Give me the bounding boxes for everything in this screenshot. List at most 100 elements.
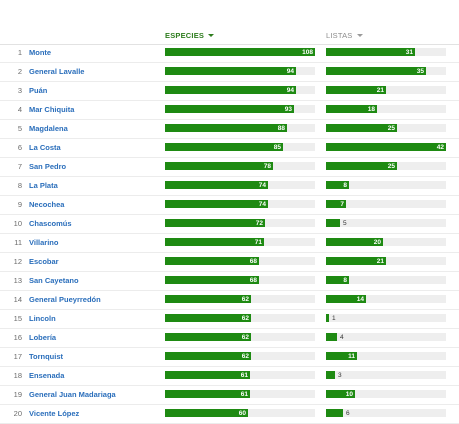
listas-column-header[interactable]: LISTAS	[326, 31, 363, 40]
region-name-link[interactable]: Lobería	[29, 333, 57, 342]
especies-bar: 68	[165, 276, 259, 284]
listas-bar-track: 35	[326, 67, 446, 75]
especies-bar-track: 68	[165, 257, 315, 265]
listas-bar: 18	[326, 105, 377, 113]
listas-value: 14	[356, 295, 364, 303]
listas-bar	[326, 371, 335, 379]
listas-value: 31	[405, 48, 413, 56]
especies-bar: 62	[165, 352, 251, 360]
listas-bar-track: 1	[326, 314, 446, 322]
especies-bar: 61	[165, 371, 250, 379]
table-row: 16 Lobería 62 4	[0, 329, 459, 348]
listas-bar-track: 20	[326, 238, 446, 246]
region-name-link[interactable]: Escobar	[29, 257, 59, 266]
region-name-link[interactable]: Monte	[29, 48, 52, 57]
especies-bar-track: 88	[165, 124, 315, 132]
rank-number: 8	[17, 181, 22, 190]
especies-value: 62	[241, 295, 249, 303]
listas-bar: 8	[326, 276, 349, 284]
region-name-link[interactable]: Lincoln	[29, 314, 56, 323]
listas-bar-track: 5	[326, 219, 446, 227]
especies-bar-track: 62	[165, 295, 315, 303]
especies-bar-track: 68	[165, 276, 315, 284]
especies-bar-track: 74	[165, 200, 315, 208]
table-row: 18 Ensenada 61 3	[0, 367, 459, 386]
region-name-link[interactable]: General Pueyrredón	[29, 295, 101, 304]
listas-bar: 25	[326, 124, 397, 132]
especies-value: 108	[302, 48, 313, 56]
listas-bar: 11	[326, 352, 357, 360]
rank-number: 20	[13, 409, 22, 418]
listas-value: 21	[376, 257, 384, 265]
region-name-link[interactable]: San Pedro	[29, 162, 67, 171]
region-name-link[interactable]: Puán	[29, 86, 48, 95]
region-name-link[interactable]: Magdalena	[29, 124, 68, 133]
listas-bar	[326, 314, 329, 322]
region-name-link[interactable]: Tornquist	[29, 352, 64, 361]
especies-value: 62	[241, 314, 249, 322]
listas-value: 10	[345, 390, 353, 398]
listas-bar: 14	[326, 295, 366, 303]
listas-bar-track: 4	[326, 333, 446, 341]
listas-value: 1	[332, 314, 336, 322]
especies-column-header[interactable]: ESPECIES	[165, 31, 215, 40]
especies-bar-track: 60	[165, 409, 315, 417]
region-name-link[interactable]: San Cayetano	[29, 276, 79, 285]
listas-value: 42	[436, 143, 444, 151]
region-name-link[interactable]: General Lavalle	[29, 67, 85, 76]
especies-value: 85	[273, 143, 281, 151]
listas-bar: 20	[326, 238, 383, 246]
especies-bar: 85	[165, 143, 283, 151]
listas-value: 25	[387, 162, 395, 170]
table-row: 17 Tornquist 62 11	[0, 348, 459, 367]
table-row: 10 Chascomús 72 5	[0, 215, 459, 234]
top-band	[0, 0, 459, 26]
especies-bar-track: 61	[165, 371, 315, 379]
rank-number: 16	[13, 333, 22, 342]
especies-bar-track: 71	[165, 238, 315, 246]
especies-value: 61	[240, 390, 248, 398]
especies-bar: 62	[165, 295, 251, 303]
especies-value: 61	[240, 371, 248, 379]
sort-down-icon	[208, 34, 215, 37]
table-header: ESPECIES LISTAS	[0, 28, 459, 45]
listas-bar-track: 21	[326, 86, 446, 94]
listas-bar: 35	[326, 67, 426, 75]
table-row: 7 San Pedro 78 25	[0, 158, 459, 177]
table-row: 19 General Juan Madariaga 61 10	[0, 386, 459, 405]
listas-value: 11	[348, 352, 355, 360]
region-name-link[interactable]: La Costa	[29, 143, 61, 152]
region-name-link[interactable]: Mar Chiquita	[29, 105, 75, 114]
rank-number: 3	[17, 86, 22, 95]
listas-bar-track: 21	[326, 257, 446, 265]
listas-bar-track: 25	[326, 124, 446, 132]
especies-value: 74	[258, 200, 266, 208]
table-row: 6 La Costa 85 42	[0, 139, 459, 158]
listas-value: 8	[343, 276, 347, 284]
especies-bar: 60	[165, 409, 248, 417]
region-name-link[interactable]: Chascomús	[29, 219, 72, 228]
listas-bar-track: 10	[326, 390, 446, 398]
table-row: 2 General Lavalle 94 35	[0, 63, 459, 82]
especies-value: 62	[241, 352, 249, 360]
listas-bar-track: 14	[326, 295, 446, 303]
rank-number: 4	[17, 105, 22, 114]
especies-value: 68	[249, 257, 257, 265]
especies-header-label: ESPECIES	[165, 31, 205, 40]
table-row: 20 Vicente López 60 6	[0, 405, 459, 424]
region-name-link[interactable]: General Juan Madariaga	[29, 390, 116, 399]
region-name-link[interactable]: Vicente López	[29, 409, 80, 418]
region-name-link[interactable]: Necochea	[29, 200, 65, 209]
listas-bar	[326, 333, 337, 341]
region-name-link[interactable]: La Plata	[29, 181, 58, 190]
especies-bar: 94	[165, 86, 296, 94]
especies-bar-track: 61	[165, 390, 315, 398]
especies-bar: 71	[165, 238, 264, 246]
listas-bar-track: 18	[326, 105, 446, 113]
rank-number: 7	[17, 162, 22, 171]
listas-value: 7	[340, 200, 344, 208]
table-row: 11 Villarino 71 20	[0, 234, 459, 253]
region-name-link[interactable]: Villarino	[29, 238, 59, 247]
table-row: 12 Escobar 68 21	[0, 253, 459, 272]
region-name-link[interactable]: Ensenada	[29, 371, 65, 380]
